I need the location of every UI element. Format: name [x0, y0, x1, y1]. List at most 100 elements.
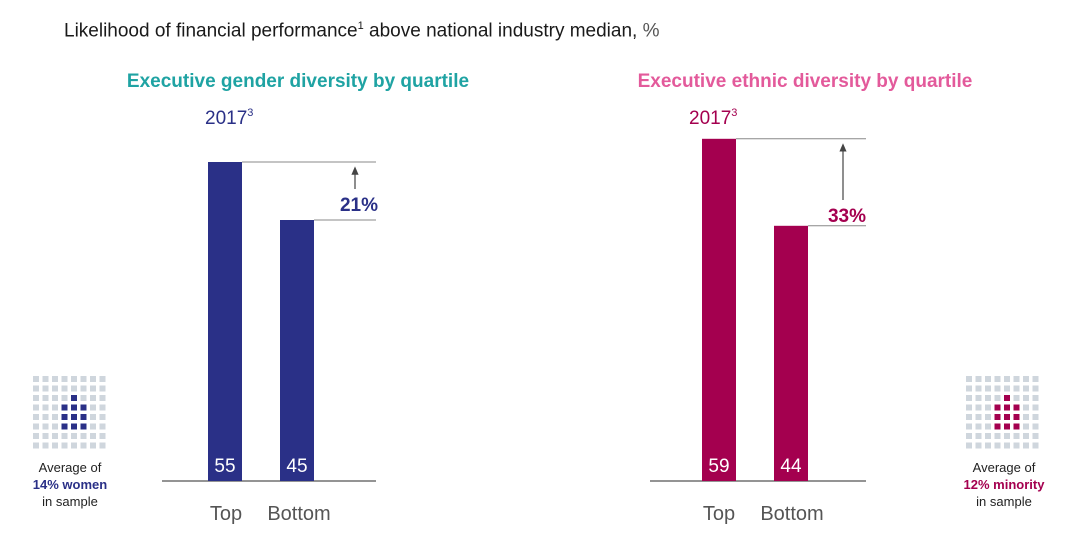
dot	[1023, 414, 1029, 420]
dot	[966, 404, 972, 411]
dot-highlighted	[1013, 423, 1020, 430]
women-sample-dot-grid-icon	[33, 376, 106, 449]
dot	[966, 414, 972, 420]
gender-difference-label: 21%	[340, 195, 378, 216]
dot	[61, 442, 68, 449]
dot	[71, 376, 77, 382]
dot	[966, 385, 972, 392]
dot	[966, 376, 972, 382]
dot	[80, 376, 87, 382]
dot	[71, 385, 77, 392]
dot	[52, 433, 58, 439]
dot-highlighted	[71, 414, 77, 420]
dot	[1032, 433, 1039, 439]
dot	[1032, 442, 1039, 449]
dot	[985, 376, 991, 382]
dot-highlighted	[71, 404, 77, 411]
dot	[52, 414, 58, 420]
dot-highlighted	[1004, 423, 1010, 430]
dot	[975, 404, 982, 411]
dot	[61, 395, 68, 401]
gender-bar-bottom-value: 45	[286, 456, 307, 477]
dot-highlighted	[994, 404, 1001, 411]
dot	[80, 433, 87, 439]
ethnic-year-label: 20173	[689, 107, 737, 129]
dot	[1032, 385, 1039, 392]
dot	[1032, 376, 1039, 382]
ethnic-panel-title: Executive ethnic diversity by quartile	[638, 71, 973, 92]
gender-panel: Executive gender diversity by quartile 2…	[127, 71, 469, 525]
dot	[90, 376, 96, 382]
dot	[975, 395, 982, 401]
svg-text:14% women: 14% women	[33, 477, 107, 492]
dot	[994, 433, 1001, 439]
dot-highlighted	[1004, 395, 1010, 401]
dot	[1023, 376, 1029, 382]
dot	[985, 385, 991, 392]
dot	[61, 376, 68, 382]
dot-highlighted	[71, 423, 77, 430]
dot	[42, 404, 49, 411]
dot	[1013, 376, 1020, 382]
dot	[99, 376, 106, 382]
gender-category-bottom: Bottom	[267, 503, 330, 525]
dot	[985, 433, 991, 439]
dot-highlighted	[61, 414, 68, 420]
chart-main-title: Likelihood of financial performance1 abo…	[64, 20, 660, 42]
dot	[90, 423, 96, 430]
dot-highlighted	[1013, 414, 1020, 420]
ethnic-category-bottom: Bottom	[760, 503, 823, 525]
ethnic-difference-label: 33%	[828, 206, 866, 227]
dot	[975, 423, 982, 430]
dot	[966, 395, 972, 401]
dot	[90, 414, 96, 420]
dot	[1023, 385, 1029, 392]
gender-year-label: 20173	[205, 107, 253, 129]
dot	[99, 414, 106, 420]
dot	[975, 442, 982, 449]
dot-highlighted	[1013, 404, 1020, 411]
dot	[99, 404, 106, 411]
ethnic-bar-top-value: 59	[708, 456, 729, 477]
dot	[33, 376, 39, 382]
dot	[985, 442, 991, 449]
dot	[42, 442, 49, 449]
dot	[52, 404, 58, 411]
ethnic-bar-bottom	[774, 225, 808, 481]
dot	[33, 433, 39, 439]
gender-bar-top	[208, 162, 242, 481]
dot	[52, 385, 58, 392]
dot	[1023, 433, 1029, 439]
dot	[1032, 414, 1039, 420]
dot-highlighted	[80, 404, 87, 411]
dot	[99, 433, 106, 439]
dot	[975, 376, 982, 382]
dot	[61, 385, 68, 392]
dot	[90, 385, 96, 392]
dot	[33, 414, 39, 420]
dot	[80, 442, 87, 449]
gender-bar-bottom	[280, 220, 314, 481]
svg-text:in sample: in sample	[42, 494, 98, 509]
svg-text:Average of: Average of	[973, 460, 1036, 475]
dot	[33, 423, 39, 430]
dot	[994, 442, 1001, 449]
dot	[90, 395, 96, 401]
dot	[52, 376, 58, 382]
dot	[42, 414, 49, 420]
dot-highlighted	[80, 414, 87, 420]
dot	[1032, 395, 1039, 401]
dot	[90, 404, 96, 411]
dot	[1023, 404, 1029, 411]
dot-highlighted	[994, 414, 1001, 420]
dot	[985, 404, 991, 411]
dot	[33, 404, 39, 411]
dot	[994, 376, 1001, 382]
dot	[71, 433, 77, 439]
dot	[985, 395, 991, 401]
dot	[42, 423, 49, 430]
dot	[975, 433, 982, 439]
svg-text:Average of: Average of	[39, 460, 102, 475]
dot-highlighted	[994, 423, 1001, 430]
